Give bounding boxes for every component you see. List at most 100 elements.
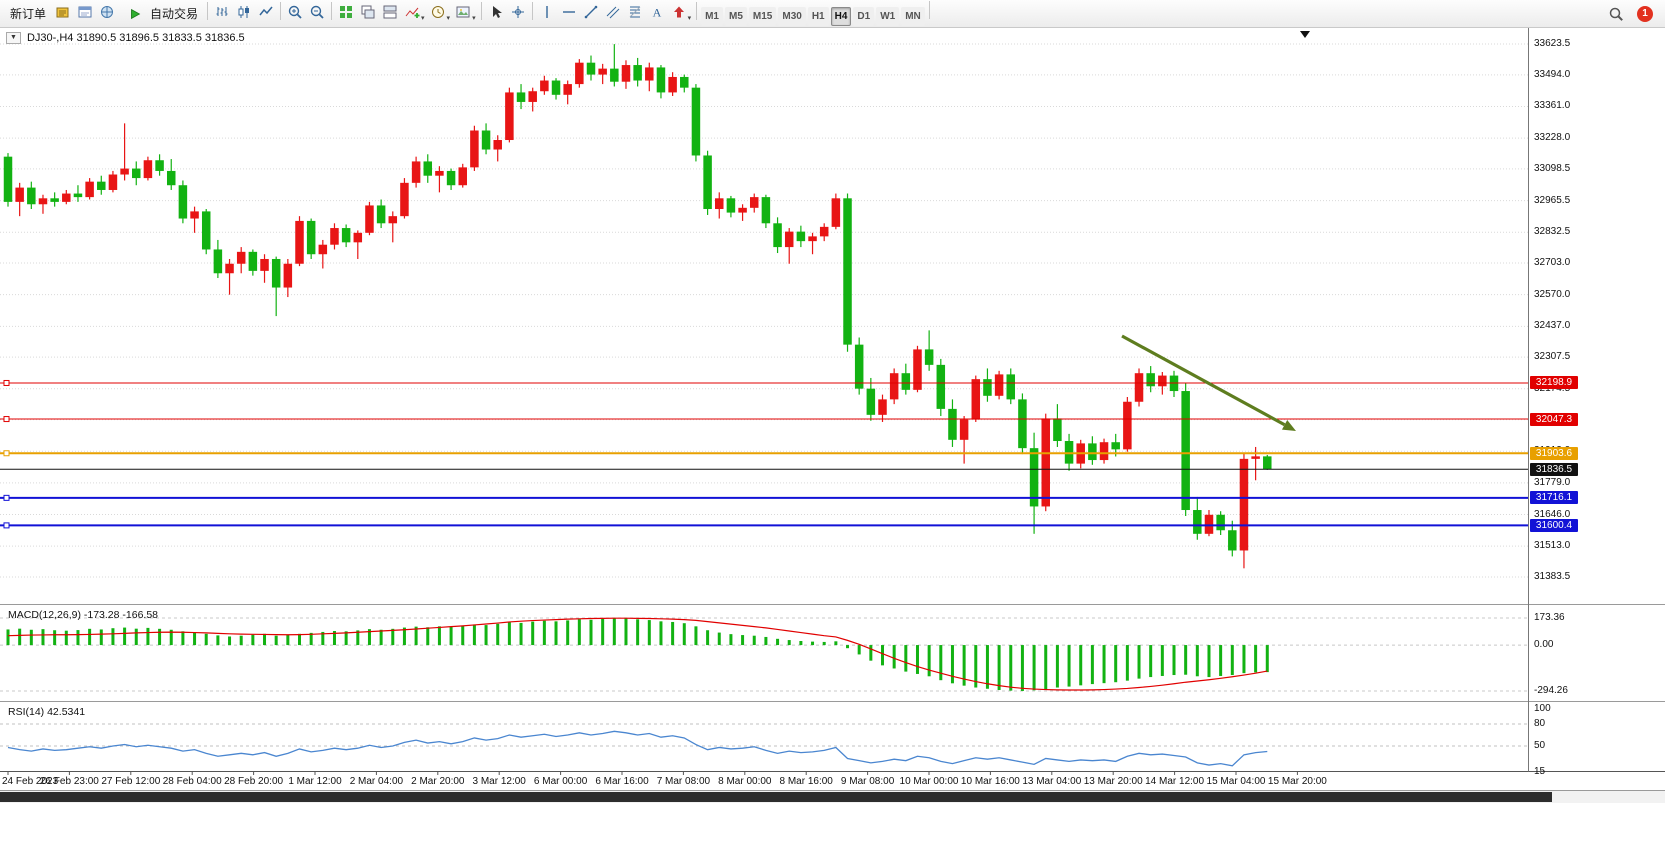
candle-body <box>423 161 433 176</box>
market-watch-icon[interactable] <box>52 2 74 22</box>
timeframe-h1[interactable]: H1 <box>807 7 829 26</box>
candle-body <box>668 76 677 93</box>
macd-bar <box>939 645 943 681</box>
candle-body <box>924 349 934 365</box>
trend-arrow-head[interactable] <box>1281 419 1296 431</box>
macd-bar <box>1137 645 1141 679</box>
macd-bar <box>496 623 500 646</box>
macd-bar <box>659 621 663 646</box>
channel-icon[interactable] <box>602 2 624 22</box>
macd-bar <box>309 632 313 646</box>
macd-bar <box>857 645 861 655</box>
template-image-icon[interactable] <box>452 2 474 22</box>
arrange-windows-icon[interactable] <box>379 2 401 22</box>
macd-bar <box>904 645 908 672</box>
candle-body <box>330 228 339 245</box>
text-icon[interactable]: A <box>646 2 668 22</box>
candle-body <box>493 140 502 150</box>
vertical-line-icon[interactable] <box>536 2 558 22</box>
macd-bar <box>974 645 978 688</box>
crosshair-icon[interactable] <box>507 2 529 22</box>
collapse-arrow-icon[interactable]: ▼ <box>6 32 21 44</box>
candle-body <box>201 211 211 250</box>
fibonacci-icon[interactable] <box>624 2 646 22</box>
macd-bar <box>1230 645 1234 676</box>
line-handle[interactable] <box>3 450 10 457</box>
cascade-windows-icon[interactable] <box>357 2 379 22</box>
macd-bar <box>1032 645 1036 691</box>
toolbar-separator <box>280 2 282 20</box>
timeframe-m5[interactable]: M5 <box>725 7 747 26</box>
candle-body <box>808 236 817 242</box>
timeframe-w1[interactable]: W1 <box>876 7 900 26</box>
candle-body <box>376 205 386 224</box>
cursor-icon[interactable] <box>485 2 507 22</box>
macd-bar <box>729 634 733 646</box>
data-window-icon[interactable] <box>74 2 96 22</box>
line-handle[interactable] <box>3 522 10 529</box>
period-clock-icon[interactable] <box>427 2 449 22</box>
toolbar: 新订单 自动交易 ▾ ▾ ▾ A ▾ M1 M5 M15 M30 H1 H4 D1 W1 MN 1 <box>0 0 1665 28</box>
candle-body <box>1193 510 1202 534</box>
arrows-icon[interactable] <box>668 2 690 22</box>
macd-bar <box>239 635 243 646</box>
macd-bar <box>332 631 336 646</box>
zoom-out-icon[interactable] <box>306 2 328 22</box>
macd-bar <box>1254 645 1258 673</box>
macd-bar <box>612 618 616 646</box>
macd-bar <box>950 645 954 684</box>
line-chart-icon[interactable] <box>255 2 277 22</box>
candles-chart-icon[interactable] <box>233 2 255 22</box>
candle-body <box>353 232 363 243</box>
timeframe-m1[interactable]: M1 <box>701 7 723 26</box>
chart-shift-marker[interactable] <box>1300 31 1310 38</box>
notification-badge[interactable]: 1 <box>1637 5 1653 22</box>
timeframe-m30[interactable]: M30 <box>778 7 806 26</box>
new-order-button[interactable]: 新订单 <box>4 3 52 25</box>
line-handle[interactable] <box>3 416 10 423</box>
macd-bar <box>834 641 838 646</box>
auto-trading-button[interactable]: 自动交易 <box>118 3 204 25</box>
macd-bar <box>776 638 780 646</box>
candle-body <box>936 364 946 409</box>
zoom-in-icon[interactable] <box>284 2 306 22</box>
macd-bar <box>799 641 803 646</box>
add-indicator-icon[interactable] <box>401 2 423 22</box>
timeframe-mn[interactable]: MN <box>901 7 925 26</box>
candle-body <box>901 373 911 390</box>
candle-body <box>1204 514 1214 534</box>
macd-bar <box>577 619 581 646</box>
macd-bar <box>1079 645 1083 686</box>
line-handle[interactable] <box>3 494 10 501</box>
macd-bar <box>1125 645 1129 681</box>
bars-chart-icon[interactable] <box>211 2 233 22</box>
horizontal-line-icon[interactable] <box>558 2 580 22</box>
candle-body <box>178 185 188 219</box>
chevron-down-icon[interactable]: ▾ <box>421 15 425 22</box>
line-handle[interactable] <box>3 379 10 386</box>
macd-bar <box>507 622 511 646</box>
candle-body <box>1134 373 1144 402</box>
navigator-icon[interactable] <box>96 2 118 22</box>
scrollbar-thumb[interactable] <box>0 792 1552 802</box>
macd-bar <box>414 626 418 646</box>
macd-bar <box>298 633 301 646</box>
trendline-icon[interactable] <box>580 2 602 22</box>
candle-body <box>610 68 619 82</box>
trend-arrow[interactable] <box>1121 334 1286 427</box>
candle-body <box>1088 443 1097 461</box>
chevron-down-icon[interactable]: ▾ <box>446 15 451 22</box>
tile-windows-icon[interactable] <box>335 2 357 22</box>
timeframe-h4[interactable]: H4 <box>830 7 852 26</box>
horizontal-scrollbar[interactable] <box>0 790 1665 803</box>
svg-text:A: A <box>652 6 661 20</box>
timeframe-m15[interactable]: M15 <box>748 7 777 26</box>
macd-bar <box>927 645 931 677</box>
macd-bar <box>391 628 395 646</box>
macd-bar <box>146 627 150 646</box>
search-icon[interactable] <box>1605 4 1627 24</box>
chevron-down-icon[interactable]: ▾ <box>687 15 692 22</box>
chevron-down-icon[interactable]: ▾ <box>472 15 476 22</box>
timeframe-d1[interactable]: D1 <box>853 7 875 26</box>
candle-body <box>97 181 106 190</box>
